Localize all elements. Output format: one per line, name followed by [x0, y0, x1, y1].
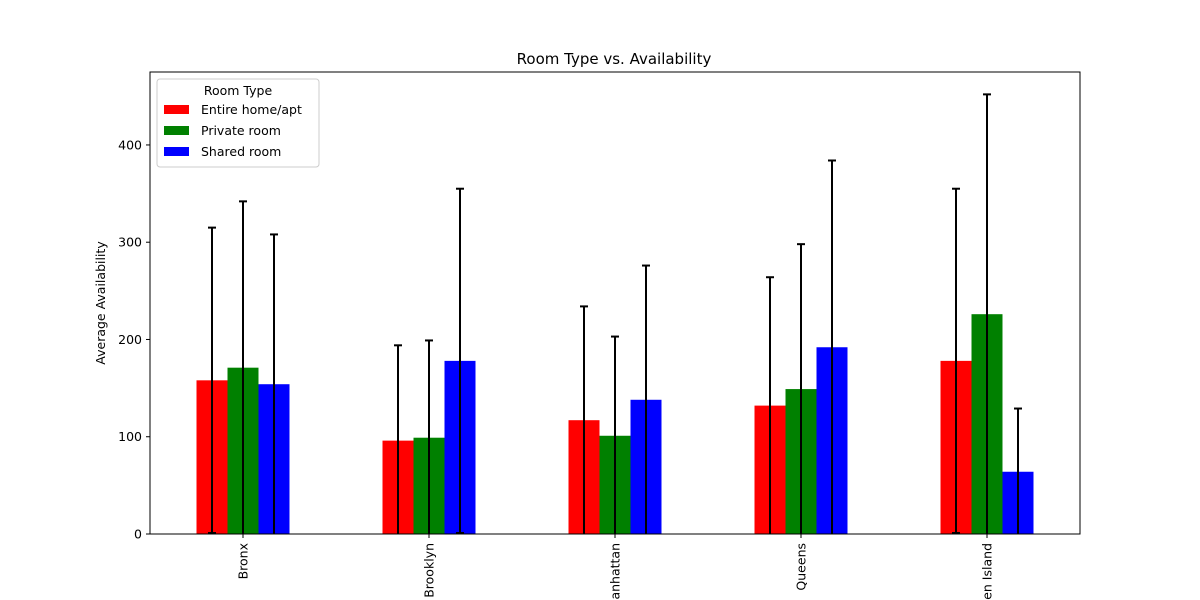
- legend-box: [156, 78, 320, 168]
- legend-items: Entire home/apt Private room Shared room: [164, 102, 302, 159]
- y-tick-label: 200: [118, 332, 142, 347]
- y-tick-label: 0: [134, 527, 142, 542]
- legend-label: Private room: [201, 123, 281, 138]
- legend-swatch: [164, 126, 189, 135]
- legend-swatch: [164, 147, 189, 156]
- legend-label: Entire home/apt: [201, 102, 302, 117]
- y-tick-label: 100: [118, 429, 142, 444]
- y-axis: 0 100 200 300 400: [118, 137, 150, 542]
- legend-title: Room Type: [204, 83, 273, 98]
- x-tick-label: Queens: [794, 543, 809, 591]
- legend-swatch: [164, 105, 189, 114]
- error-bars-layer: [208, 93, 1022, 535]
- y-tick-label: 400: [118, 137, 142, 152]
- y-tick-label: 300: [118, 235, 142, 250]
- x-tick-label: Brooklyn: [422, 543, 437, 598]
- chart-title: Room Type vs. Availability: [517, 50, 712, 68]
- legend-label: Shared room: [201, 144, 281, 159]
- x-tick-label: Bronx: [236, 543, 251, 579]
- y-axis-label: Average Availability: [93, 241, 108, 365]
- x-tick-label: Manhattan: [608, 543, 623, 600]
- x-tick-label: Staten Island: [980, 543, 995, 600]
- legend: Room Type Entire home/apt Private room Sha…: [156, 78, 320, 168]
- x-axis: Bronx Brooklyn Manhattan Queens Staten Islan…: [236, 534, 995, 600]
